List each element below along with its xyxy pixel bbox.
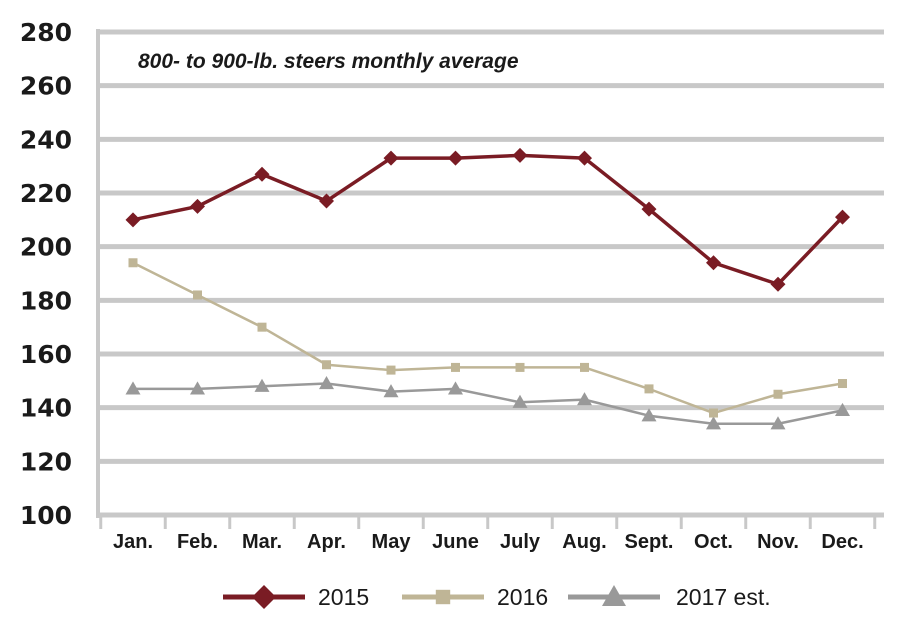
series-line <box>132 153 844 286</box>
y-tick-label: 100 <box>20 501 72 530</box>
data-point <box>512 147 528 163</box>
legend-label: 2017 est. <box>676 584 771 610</box>
data-point <box>577 150 592 166</box>
data-point <box>257 322 267 332</box>
data-point <box>451 362 460 372</box>
y-tick-label: 140 <box>20 394 72 423</box>
x-tick-label: Mar. <box>242 531 282 553</box>
y-tick-label: 260 <box>20 72 72 101</box>
data-point <box>448 381 463 395</box>
x-tick-label: Nov. <box>757 531 799 553</box>
legend: 2015 2016 2017 est. <box>223 584 771 610</box>
x-tick-label: Dec. <box>821 531 863 553</box>
data-point <box>252 585 276 609</box>
x-tick-label: June <box>432 531 479 553</box>
series-line <box>133 382 843 426</box>
data-point <box>386 365 396 375</box>
data-point <box>641 201 657 217</box>
data-point <box>125 212 141 228</box>
data-point <box>770 416 786 430</box>
y-axis: 100 120 140 160 180 200 220 240 260 280 <box>20 18 72 530</box>
y-tick-label: 240 <box>20 125 72 154</box>
data-point <box>190 381 205 395</box>
data-point <box>125 381 141 395</box>
x-tick-label: May <box>372 531 412 553</box>
series-2016 <box>128 258 847 418</box>
data-point <box>706 416 721 430</box>
data-point <box>838 379 847 389</box>
data-point <box>709 408 718 418</box>
data-point <box>254 378 270 392</box>
data-point <box>383 150 399 166</box>
legend-item: 2015 <box>223 584 369 610</box>
data-point <box>641 408 657 422</box>
data-point <box>193 290 202 300</box>
x-tick-label: Feb. <box>177 531 218 553</box>
grid-lines <box>96 29 884 518</box>
data-point <box>190 198 205 214</box>
legend-label: 2016 <box>497 584 548 610</box>
data-point <box>706 255 721 271</box>
series-layer <box>125 147 850 430</box>
y-tick-label: 180 <box>20 286 72 315</box>
data-point <box>773 389 783 399</box>
data-point <box>835 402 850 416</box>
x-tick-label: Aug. <box>562 531 606 553</box>
legend-item: 2017 est. <box>568 584 771 610</box>
legend-label: 2015 <box>318 584 369 610</box>
data-point <box>322 360 331 370</box>
data-point <box>835 209 850 225</box>
x-tick-label: July <box>500 531 541 553</box>
data-point <box>644 384 654 394</box>
x-tick-label: Oct. <box>694 531 733 553</box>
data-point <box>602 585 626 606</box>
x-axis: Jan. Feb. Mar. Apr. May June July Aug. Sept. Oct.… <box>99 513 877 553</box>
data-point <box>512 394 528 408</box>
data-point <box>383 384 399 398</box>
x-tick-label: Sept. <box>625 531 674 553</box>
y-tick-label: 200 <box>20 233 72 262</box>
series-2015 <box>125 147 850 292</box>
data-point <box>435 589 451 605</box>
data-point <box>319 376 334 390</box>
data-point <box>577 392 592 406</box>
x-tick-label: Jan. <box>113 531 153 553</box>
y-tick-label: 280 <box>20 18 72 47</box>
y-tick-label: 220 <box>20 179 72 208</box>
series-2017-est- <box>125 376 850 430</box>
y-tick-label: 160 <box>20 340 72 369</box>
data-point <box>580 362 589 372</box>
data-point <box>515 362 525 372</box>
data-point <box>128 258 138 268</box>
chart-title: 800- to 900-lb. steers monthly average <box>138 50 519 73</box>
data-point <box>770 276 786 292</box>
legend-item: 2016 <box>402 584 548 610</box>
x-tick-label: Apr. <box>307 531 346 553</box>
data-point <box>254 166 270 182</box>
data-point <box>448 150 463 166</box>
data-point <box>319 193 334 209</box>
y-tick-label: 120 <box>20 447 72 476</box>
series-line <box>132 261 843 415</box>
